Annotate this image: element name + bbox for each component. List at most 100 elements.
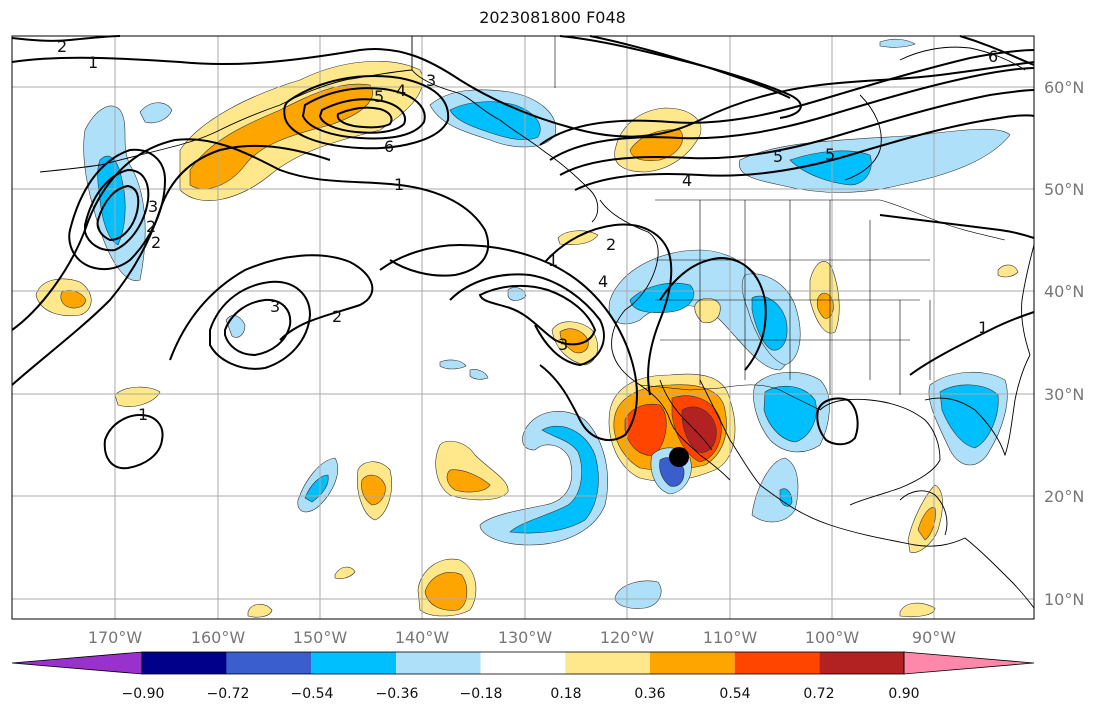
shade-positive-cp3-core xyxy=(424,572,468,611)
lat-tick-label: 40°N xyxy=(1044,282,1084,301)
contour-1-east2 xyxy=(879,214,1035,239)
shade-positive-cp2-core xyxy=(361,474,386,506)
storm-center-marker xyxy=(669,447,689,467)
shade-negative-ne xyxy=(879,38,916,48)
colorbar-tick-label: 0.72 xyxy=(803,686,834,702)
contour-4-alaska xyxy=(301,87,426,140)
colorbar-segment xyxy=(480,652,566,674)
coastline-east xyxy=(1021,244,1035,356)
contour-label: 4 xyxy=(396,81,406,100)
colorbar-segment xyxy=(142,652,227,674)
contour-4-california xyxy=(478,284,597,346)
colorbar-tick-label: −0.36 xyxy=(376,686,419,702)
colorbar-segment xyxy=(734,652,820,674)
contour-label: 1 xyxy=(88,53,98,72)
colorbar-tick-label: −0.54 xyxy=(291,686,334,702)
coastline-alaska xyxy=(411,36,599,223)
lon-tick-label: 170°W xyxy=(88,628,143,647)
colorbar-tick-label: −0.90 xyxy=(122,686,165,702)
contour-label: 6 xyxy=(384,137,394,156)
contour-label: 3 xyxy=(426,71,436,90)
colorbar-segment xyxy=(226,652,312,674)
contour-4-canada xyxy=(549,67,1035,161)
colorbar-tick-labels: −0.90 −0.72 −0.54 −0.36 −0.18 0.18 0.36 … xyxy=(122,686,920,702)
border-us-mexico xyxy=(639,384,821,411)
contour-center-right xyxy=(659,256,767,371)
coastlines xyxy=(39,36,1035,609)
contour-label: 5 xyxy=(825,145,835,164)
colorbar-segment xyxy=(396,652,481,674)
colorbar-frame xyxy=(141,651,905,675)
colorbar-tick-label: −0.18 xyxy=(460,686,503,702)
contour-6-canada xyxy=(574,114,1035,191)
contour-label: 2 xyxy=(332,307,342,326)
shade-positive-se4 xyxy=(997,264,1019,278)
colorbar-segments xyxy=(11,651,1035,675)
lon-tick-label: 110°W xyxy=(703,628,758,647)
contour-label: 4 xyxy=(682,171,692,190)
contour-3-aleutian xyxy=(68,148,167,271)
contour-gulf-ring xyxy=(816,397,859,446)
contour-label: 2 xyxy=(57,37,67,56)
colorbar-tick-label: 0.90 xyxy=(888,686,919,702)
colorbar: −0.90 −0.72 −0.54 −0.36 −0.18 0.18 0.36 … xyxy=(11,651,1035,702)
coastline-central-america xyxy=(964,537,1035,609)
border-states-1 xyxy=(655,200,931,395)
lon-tick-label: 160°W xyxy=(191,628,246,647)
contour-label: 5 xyxy=(374,87,384,106)
shade-positive-west2 xyxy=(114,386,161,407)
shade-positive-se2 xyxy=(247,603,273,618)
contour-label: 3 xyxy=(148,197,158,216)
contour-1-north xyxy=(11,48,1035,138)
lat-tick-label: 10°N xyxy=(1044,590,1084,609)
contour-5-canada xyxy=(559,89,1035,176)
colorbar-segment xyxy=(819,652,904,674)
contour-3-canada xyxy=(539,49,1035,146)
lat-tick-label: 20°N xyxy=(1044,487,1084,506)
contour-6-alaska xyxy=(336,106,393,129)
shade-negative-small-cp xyxy=(439,359,467,370)
shade-negative-canada-core xyxy=(789,150,872,186)
lon-tick-label: 150°W xyxy=(293,628,348,647)
coastline-mexico-west xyxy=(699,379,966,547)
contour-label: 4 xyxy=(598,272,608,291)
coastline-baja xyxy=(659,379,713,451)
contour-label: 1 xyxy=(394,175,404,194)
coastline-gulf xyxy=(819,398,941,506)
contour-label: 5 xyxy=(773,147,783,166)
contour-2-mid xyxy=(169,254,374,361)
contour-label: 2 xyxy=(606,235,616,254)
lat-tick-label: 50°N xyxy=(1044,180,1084,199)
latitude-labels: 60°N 50°N 40°N 30°N 20°N 10°N xyxy=(1044,78,1084,609)
shade-negative-texas-core xyxy=(763,385,817,443)
coastline-west-coast xyxy=(599,199,731,481)
lon-tick-label: 120°W xyxy=(600,628,655,647)
shade-positive-se1 xyxy=(899,602,936,618)
contour-low-west-inner xyxy=(224,298,292,357)
lon-tick-label: 90°W xyxy=(912,628,956,647)
contour-1-california xyxy=(544,223,673,396)
shade-positive-rockies xyxy=(694,297,721,323)
contour-label: 1 xyxy=(548,251,558,270)
colorbar-extend-min xyxy=(11,651,143,675)
shade-positive-alaska-core xyxy=(189,83,373,190)
coastline-alaska-peninsula xyxy=(39,69,413,173)
shade-negative-seus-core xyxy=(939,384,999,449)
coastline-hudson xyxy=(844,94,882,181)
contour-5-aleutian xyxy=(96,184,140,242)
contour-label: 6 xyxy=(988,47,998,66)
lon-tick-label: 100°W xyxy=(805,628,860,647)
contour-5-alaska xyxy=(318,98,406,134)
contour-low-west xyxy=(209,280,312,370)
coastline-yucatan xyxy=(899,490,948,536)
shade-negative-aleutian-core xyxy=(97,155,126,246)
coastline-florida xyxy=(924,354,1031,457)
contour-label: 1 xyxy=(138,405,148,424)
contour-3-alaska xyxy=(283,75,450,150)
shade-positive-mx-core xyxy=(917,507,936,541)
shade-negative-cp4-core xyxy=(304,474,329,503)
shade-positive-baja-core xyxy=(681,406,717,453)
colorbar-tick-label: 0.36 xyxy=(634,686,665,702)
colorbar-segment xyxy=(311,652,396,674)
